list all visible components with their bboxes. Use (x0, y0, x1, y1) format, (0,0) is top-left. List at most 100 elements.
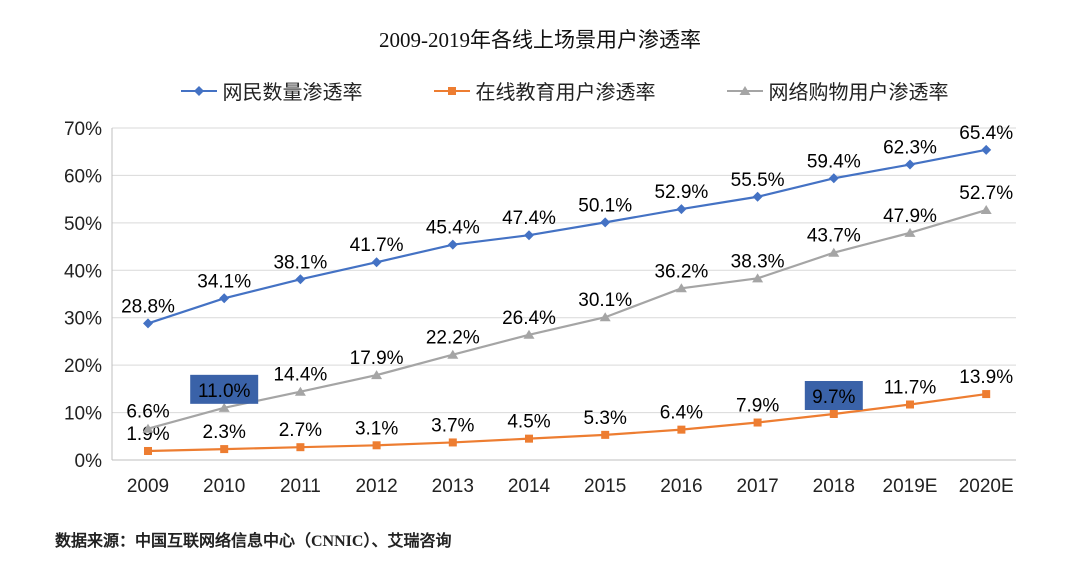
data-point-marker (219, 293, 230, 304)
legend-item-shopping: 网络购物用户渗透率 (726, 76, 949, 105)
data-point-marker (906, 400, 914, 409)
data-point-marker (599, 312, 611, 322)
highlight-box (190, 374, 259, 404)
y-tick-label: 30% (64, 309, 102, 330)
data-label: 1.9% (126, 424, 169, 445)
data-point-marker (372, 441, 381, 450)
data-label: 38.3% (731, 251, 785, 272)
y-tick-label: 0% (75, 451, 103, 472)
data-label: 52.7% (959, 183, 1013, 204)
legend-item-netizen: 网民数量渗透率 (180, 76, 363, 105)
data-point-marker (294, 386, 306, 396)
data-point-marker (142, 423, 154, 433)
data-point-marker (295, 274, 306, 285)
data-label: 28.8% (121, 296, 175, 317)
data-label: 3.7% (431, 415, 474, 436)
data-label: 50.1% (578, 195, 632, 216)
data-point-marker (904, 227, 916, 237)
data-label: 11.7% (884, 378, 937, 399)
data-point-marker (371, 370, 383, 380)
x-tick-label: 2016 (660, 476, 702, 497)
data-label: 45.4% (426, 218, 480, 239)
data-point-marker (828, 247, 840, 257)
data-point-marker (525, 434, 533, 443)
x-tick-label: 2010 (203, 476, 245, 497)
data-label: 2.3% (203, 422, 246, 443)
data-point-marker (676, 204, 687, 215)
chart-title: 2009-2019年各线上场景用户渗透率 (379, 28, 701, 52)
data-point-marker (600, 217, 611, 228)
x-tick-label: 2020E (959, 476, 1014, 497)
data-label: 11.0% (198, 381, 251, 402)
data-point-marker (523, 329, 535, 339)
data-label: 5.3% (584, 408, 627, 429)
x-tick-label: 2014 (508, 476, 551, 497)
data-point-marker (752, 191, 763, 202)
data-label: 65.4% (959, 123, 1013, 144)
data-point-marker (447, 239, 458, 250)
y-tick-label: 50% (64, 214, 102, 235)
data-label: 6.4% (660, 403, 703, 424)
y-tick-label: 10% (64, 404, 102, 425)
data-point-marker (296, 443, 305, 452)
x-tick-label: 2011 (280, 476, 321, 497)
data-label: 7.9% (736, 396, 779, 417)
data-label: 34.1% (197, 271, 251, 292)
legend-label-netizen: 网民数量渗透率 (222, 82, 363, 104)
data-label: 9.7% (812, 387, 855, 408)
data-point-marker (752, 273, 764, 283)
series-line (147, 208, 987, 430)
data-point-marker (829, 409, 838, 418)
data-point-marker (828, 173, 839, 184)
x-tick-label: 2009 (127, 476, 169, 497)
data-point-marker (144, 446, 152, 455)
data-point-marker (675, 283, 687, 293)
data-label: 36.2% (654, 261, 708, 282)
legend-label-shopping: 网络购物用户渗透率 (768, 82, 949, 104)
highlight-box (804, 380, 863, 410)
legend-marker-shape (739, 85, 750, 95)
data-label: 38.1% (273, 252, 327, 273)
y-tick-label: 40% (64, 261, 102, 282)
data-label: 2.7% (279, 420, 322, 441)
data-point-marker (753, 418, 762, 427)
series-line (147, 148, 987, 325)
data-label: 6.6% (126, 402, 169, 423)
data-label: 3.1% (355, 418, 398, 439)
data-point-marker (448, 438, 457, 447)
data-point-marker (601, 430, 610, 439)
y-tick-label: 20% (64, 356, 102, 377)
y-tick-label: 60% (64, 166, 102, 187)
data-point-marker (524, 230, 534, 241)
data-label: 55.5% (731, 170, 785, 191)
legend-item-education: 在线教育用户渗透率 (433, 76, 656, 105)
x-tick-label: 2013 (432, 476, 474, 497)
data-point-marker (982, 390, 991, 399)
y-tick-label: 70% (64, 119, 102, 140)
data-label: 17.9% (350, 348, 404, 369)
x-tick-label: 2017 (736, 476, 778, 497)
data-point-marker (371, 257, 382, 268)
data-point-marker (905, 159, 915, 170)
data-label: 14.4% (273, 365, 327, 386)
data-label: 41.7% (350, 235, 404, 256)
data-point-marker (981, 144, 992, 155)
data-label: 4.5% (507, 412, 550, 433)
legend: 网民数量渗透率 在线教育用户渗透率 网络购物用户渗透率 (24, 76, 1080, 105)
data-point-marker (980, 205, 992, 215)
series-line (147, 392, 987, 453)
data-label: 22.2% (426, 328, 480, 349)
line-triangle-icon (726, 85, 763, 95)
data-label: 52.9% (654, 182, 708, 203)
data-point-marker (218, 402, 230, 412)
legend-marker-shape (193, 85, 204, 96)
x-tick-label: 2015 (584, 476, 626, 497)
data-point-marker (220, 445, 229, 454)
x-tick-label: 2019E (883, 476, 938, 497)
data-label: 62.3% (883, 138, 937, 159)
data-point-marker (447, 349, 459, 359)
data-label: 30.1% (578, 290, 632, 311)
data-point-marker (143, 318, 153, 329)
data-label: 59.4% (807, 151, 861, 172)
